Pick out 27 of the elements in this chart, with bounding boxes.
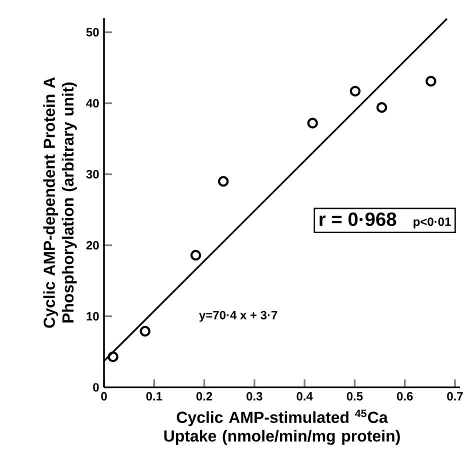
point [218, 176, 229, 187]
x-tick-label: 0.5 [346, 392, 363, 401]
y-tick-label: 20 [86, 241, 99, 250]
point [307, 118, 318, 128]
x-tick-label: 0.7 [447, 392, 463, 401]
x-tick-label: 0.6 [396, 392, 413, 401]
y-tick-label: 30 [86, 170, 99, 178]
x-tick-label: 0 [101, 392, 107, 401]
y-tick-label: 50 [86, 28, 99, 36]
y-tick-label: 0 [93, 383, 99, 392]
x-tick-label: 0.2 [196, 392, 212, 401]
annotation: r = 0·968 [320, 212, 396, 226]
annotation: p<0·01 [414, 217, 451, 228]
x-tick-label: 0.4 [296, 392, 313, 401]
annotation: y=70·4 x + 3·7 [199, 310, 278, 322]
point [190, 250, 202, 261]
point [376, 102, 388, 113]
y-tick-label: 10 [86, 312, 99, 321]
y-axis-title: Cyclic AMP-dependent Protein A Phosphorylation (arbitrary unit) [43, 77, 77, 328]
x-tick-label: 0.1 [146, 392, 162, 401]
y-tick-label: 40 [86, 98, 99, 108]
point [108, 351, 118, 362]
x-axis-title: Cyclic AMP-stimulated $^{45}$Ca Uptake (nmole/min/mg protein) [164, 410, 400, 445]
point [426, 76, 436, 87]
point [350, 86, 361, 96]
x-tick-label: 0.3 [246, 392, 262, 401]
point [140, 326, 150, 337]
